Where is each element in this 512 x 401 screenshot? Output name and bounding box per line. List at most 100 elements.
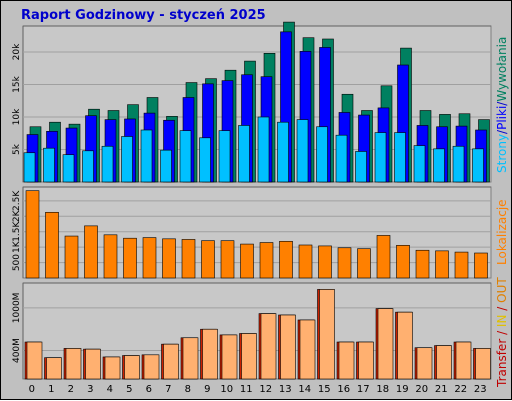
legend-wywolania: Wywołania [495,37,509,102]
legend-sep-1: / [495,129,509,134]
x-tick-label: 21 [435,384,448,395]
x-tick-label: 4 [107,384,113,395]
bar-lokalizacje [123,237,137,279]
bar-lokalizacje [103,234,118,279]
y-tick-label: 10k [12,108,22,125]
bar-lokalizacje [181,239,196,279]
bar-strony [472,148,484,183]
y-tick-label: 500 [12,254,22,271]
y-tick-label: 1.5K [12,221,22,242]
bar-lokalizacje [84,225,98,279]
bar-transfer-in [280,314,296,380]
bar-lokalizacje [240,243,254,279]
bar-transfer-in [338,341,355,380]
bar-strony [238,125,250,183]
bar-strony [101,145,114,183]
bar-lokalizacje [64,235,79,279]
bar-lokalizacje [298,244,313,279]
bar-transfer-in [319,289,335,380]
bar-lokalizacje [162,238,176,279]
x-tick-label: 20 [415,384,428,395]
legend-strony: Strony [495,134,509,173]
legend-sep-3: / [495,327,509,339]
bar-lokalizacje [45,211,59,279]
bar-lokalizacje [318,245,332,279]
bar-transfer-in [397,311,413,380]
bar-strony [316,126,328,183]
bar-strony [296,119,309,183]
bar-strony [43,147,55,183]
panel-1: 5k 10k 15k 20k [12,21,492,183]
x-tick-label: 23 [474,384,487,395]
bar-strony [374,132,387,183]
bar-transfer-in [124,355,140,380]
x-tick-label: 16 [337,384,350,395]
x-tick-label: 3 [87,384,93,395]
plot-area [22,282,492,380]
x-tick-label: 18 [376,384,389,395]
bar-transfer-in [143,354,160,380]
y-tick-label: 2K [12,209,22,222]
bar-transfer-in [104,356,121,380]
x-tick-label: 11 [240,384,253,395]
x-tick-label: 17 [357,384,370,395]
bar-lokalizacje [220,240,235,279]
x-tick-label: 5 [126,384,132,395]
y-tick-label: 1000M [12,293,22,324]
y-tick-label: 1K [12,240,22,253]
x-tick-label: 13 [279,384,292,395]
bar-strony [413,145,426,183]
bar-lokalizacje [25,190,40,279]
chart-title: Raport Godzinowy - styczeń 2025 [21,8,266,23]
bar-transfer-in [377,308,394,380]
bar-transfer-in [260,313,277,380]
y-tick-label: 5k [12,143,22,155]
bar-lokalizacje [435,250,449,279]
bar-transfer-in [202,328,218,380]
panel2-legend: Lokalizacje [495,199,509,265]
bar-lokalizacje [337,247,352,279]
bar-strony [121,136,133,183]
legend-sep-2: / [495,101,509,106]
bar-lokalizacje [259,242,274,279]
bar-transfer-in [65,348,82,380]
bar-strony [23,152,36,183]
y-tick-label: 15k [12,75,22,92]
x-tick-label: 19 [396,384,409,395]
bar-lokalizacje [357,248,371,279]
bar-lokalizacje [376,235,391,279]
bar-strony [433,148,445,183]
x-tick-label: 12 [259,384,272,395]
bar-lokalizacje [474,252,488,279]
legend-transfer: Transfer [495,339,509,388]
bar-lokalizacje [142,237,157,279]
panel3-legend: Transfer / IN / OUT [495,277,509,388]
y-tick-label: 400M [12,338,22,363]
legend-out: OUT [495,277,509,303]
bar-strony [140,129,153,183]
panel-3: 400M 1000M [12,282,492,380]
legend-sep-4: / [495,303,509,315]
bar-strony [160,149,172,183]
panel1-legend: Strony/Pliki/Wywołania [495,37,509,173]
bar-transfer-in [85,348,101,380]
x-tick-label: 22 [454,384,467,395]
bar-strony [335,134,348,183]
x-tick-label: 2 [68,384,74,395]
x-tick-label: 9 [204,384,210,395]
bar-strony [62,154,75,183]
x-tick-label: 1 [48,384,54,395]
bar-transfer-in [221,334,238,380]
x-tick-label: 8 [185,384,191,395]
bar-strony [355,151,367,183]
y-tick-label: 2.5K [12,190,22,211]
y-tick-label: 20k [12,43,22,60]
bar-transfer-in [358,341,374,380]
bar-strony [82,150,94,183]
x-tick-label: 10 [220,384,233,395]
x-tick-label: 7 [165,384,171,395]
bar-strony [277,121,289,183]
